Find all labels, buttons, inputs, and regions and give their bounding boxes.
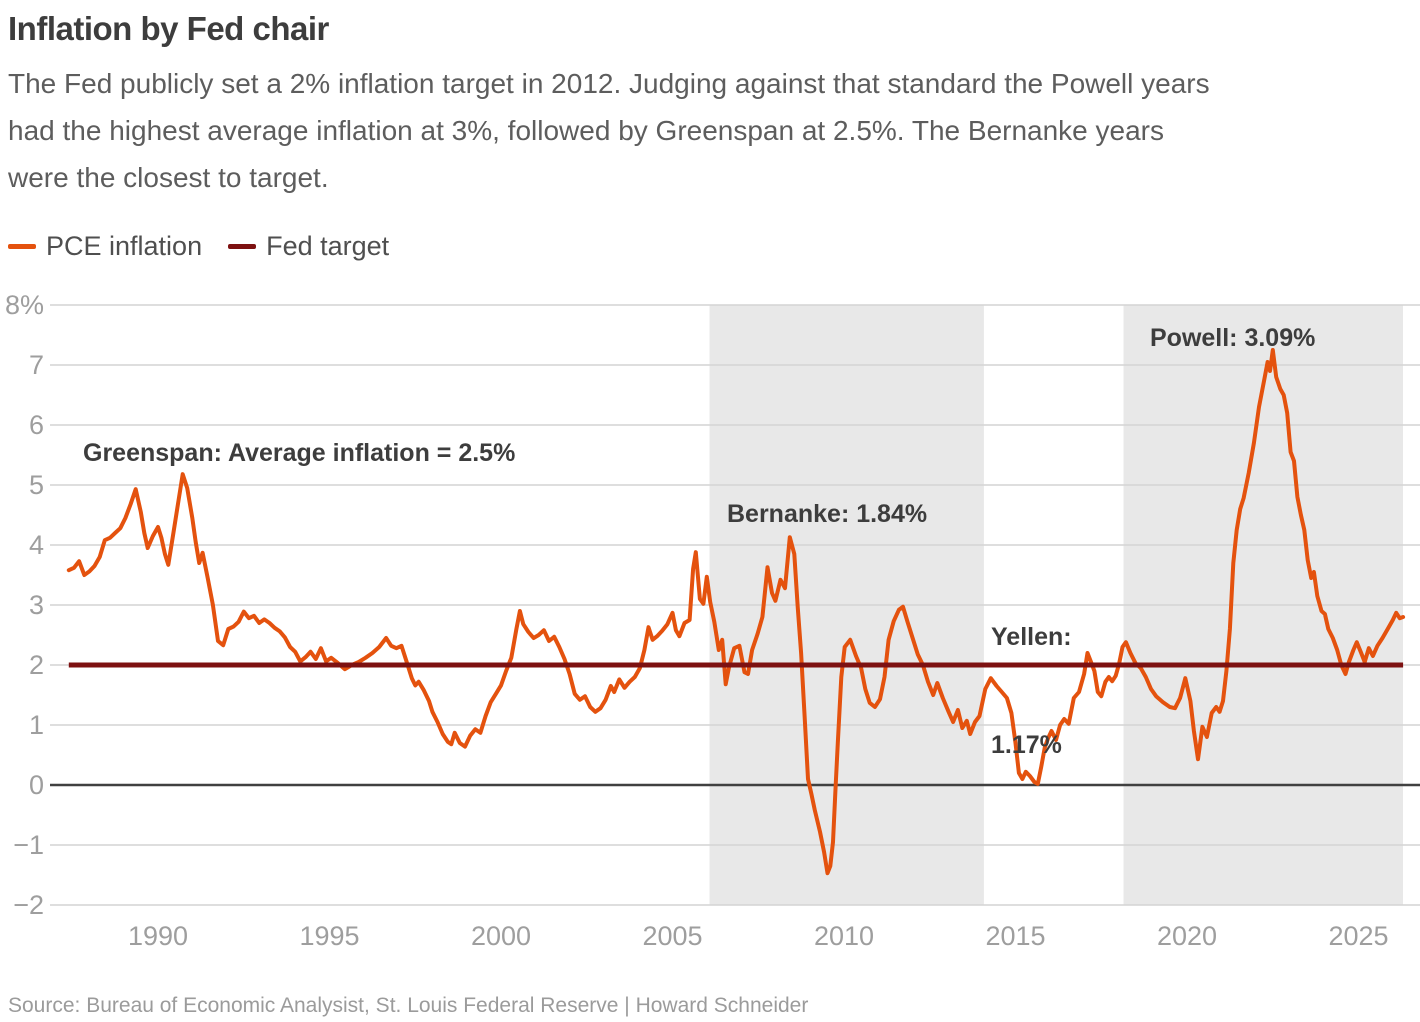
annotation-greenspan: Greenspan: Average inflation = 2.5% bbox=[83, 439, 516, 467]
annotation-yellen-line-1: Yellen: bbox=[991, 623, 1072, 651]
y-axis-tick-label: 5 bbox=[29, 470, 44, 500]
subtitle-line-2: had the highest average inflation at 3%,… bbox=[8, 115, 1164, 146]
annotation-yellen: Yellen: 1.17% bbox=[991, 547, 1072, 835]
annotation-powell: Powell: 3.09% bbox=[1150, 324, 1316, 352]
x-axis-tick-label: 1990 bbox=[128, 921, 188, 951]
chart-subtitle: The Fed publicly set a 2% inflation targ… bbox=[8, 60, 1408, 201]
y-axis-tick-label: −2 bbox=[13, 890, 44, 920]
y-axis-tick-label: 6 bbox=[29, 410, 44, 440]
y-axis-tick-label: 3 bbox=[29, 590, 44, 620]
chart-legend: PCE inflation Fed target bbox=[8, 231, 403, 262]
page-title: Inflation by Fed chair bbox=[8, 10, 329, 47]
y-axis-tick-label: 2 bbox=[29, 650, 44, 680]
x-axis-tick-label: 2020 bbox=[1157, 921, 1217, 951]
y-axis-tick-label: 4 bbox=[29, 530, 44, 560]
subtitle-line-1: The Fed publicly set a 2% inflation targ… bbox=[8, 68, 1210, 99]
x-axis-tick-label: 2000 bbox=[471, 921, 531, 951]
y-axis-tick-label: 1 bbox=[29, 710, 44, 740]
pce-line-swatch-icon bbox=[8, 244, 36, 249]
legend-label-pce: PCE inflation bbox=[46, 231, 203, 261]
plot-svg: 8% 7 6 5 4 3 2 1 0 −1 −2 1990 1995 2000 2005 2010 2015 20… bbox=[5, 290, 1420, 951]
subtitle-line-3: were the closest to target. bbox=[8, 162, 329, 193]
legend-item-pce-inflation: PCE inflation bbox=[8, 231, 202, 262]
pce-inflation-line bbox=[66, 348, 1406, 876]
x-axis-tick-label: 2005 bbox=[642, 921, 702, 951]
y-axis-tick-label: 7 bbox=[29, 350, 44, 380]
source-credit: Source: Bureau of Economic Analysist, St… bbox=[8, 994, 809, 1017]
annotation-bernanke: Bernanke: 1.84% bbox=[727, 500, 928, 528]
annotation-yellen-line-2: 1.17% bbox=[991, 731, 1062, 759]
y-axis-tick-label: 0 bbox=[29, 770, 44, 800]
x-axis-tick-label: 2010 bbox=[814, 921, 874, 951]
x-axis-tick-label: 2025 bbox=[1328, 921, 1388, 951]
line-chart: 8% 7 6 5 4 3 2 1 0 −1 −2 1990 1995 2000 2005 2010 2015 20… bbox=[0, 290, 1420, 965]
y-axis-tick-label: −1 bbox=[13, 830, 44, 860]
legend-item-fed-target: Fed target bbox=[228, 231, 389, 262]
legend-label-target: Fed target bbox=[266, 231, 390, 261]
x-axis-tick-label: 1995 bbox=[299, 921, 359, 951]
y-axis-tick-label: 8% bbox=[5, 290, 44, 320]
fed-target-swatch-icon bbox=[228, 244, 257, 249]
x-axis-tick-label: 2015 bbox=[985, 921, 1045, 951]
